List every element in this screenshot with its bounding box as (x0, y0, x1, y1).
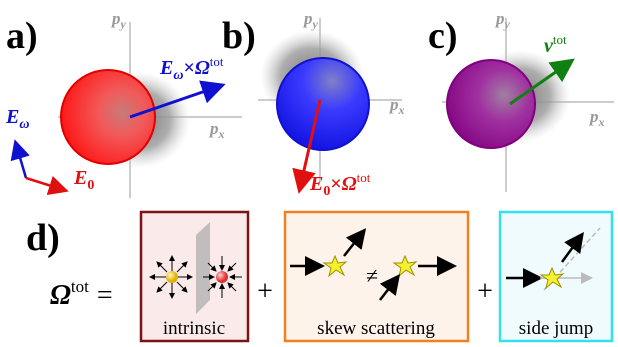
axis-label: py (302, 9, 319, 31)
text-part: tot (553, 32, 567, 47)
text-part: tot (71, 277, 89, 296)
panel-label: a) (6, 15, 38, 57)
text-part: × (183, 57, 194, 79)
text-part: y (311, 17, 319, 31)
text-part: p (208, 119, 219, 138)
vector-label: vtot (544, 32, 567, 57)
axis-label: px (208, 119, 225, 141)
text-part: p (388, 95, 399, 114)
text-part: ω (19, 117, 29, 132)
axis-label: py (110, 9, 127, 31)
plane (196, 222, 210, 314)
fermi-sphere (277, 58, 369, 150)
plus: + (477, 276, 493, 307)
axis-label: px (388, 95, 405, 117)
text-part: p (588, 107, 599, 126)
particle (166, 271, 178, 283)
panel-label: b) (222, 15, 256, 57)
text-part: x (598, 115, 605, 129)
text-part: 0 (87, 178, 94, 193)
vector-label: E0 (73, 167, 94, 193)
text-part: E (159, 57, 173, 79)
panel-b: b) py px E0×Ωtot (222, 9, 405, 199)
text-part: p (494, 9, 505, 28)
text-part: x (218, 127, 225, 141)
not-equal: ≠ (366, 263, 378, 288)
text-part: × (330, 173, 341, 195)
term-caption: intrinsic (163, 318, 225, 339)
plus: + (257, 276, 273, 307)
term-caption: side jump (519, 318, 593, 339)
panel-label: d) (26, 217, 60, 259)
text-part: p (302, 9, 313, 28)
arrow (16, 144, 26, 178)
vector-label: E0×Ωtot (309, 170, 371, 199)
arrow (26, 178, 64, 190)
text-part: 0 (323, 184, 330, 199)
axis-label: px (588, 107, 605, 129)
text-part: x (398, 103, 405, 117)
text-part: y (503, 17, 511, 31)
fermi-sphere (61, 70, 155, 164)
text-part: Ω (342, 173, 357, 195)
vector-label: Eω (5, 106, 29, 132)
text-part: E (5, 106, 19, 128)
equation-lhs: Ωtot = (50, 277, 113, 311)
text-part: E (73, 167, 87, 189)
figure: a) py px Eω×Ωtot Eω E0 b) py px E0×Ωtot … (0, 0, 618, 347)
text-part: E (309, 173, 323, 195)
text-part: ω (173, 68, 183, 83)
panel-a: a) py px Eω×Ωtot Eω E0 (5, 9, 242, 198)
particle (216, 271, 228, 283)
fermi-sphere (447, 60, 535, 148)
text-part: p (110, 9, 121, 28)
text-part: Ω (195, 57, 210, 79)
axis-label: py (494, 9, 511, 31)
vector-label: Eω×Ωtot (159, 54, 224, 83)
term-caption: skew scattering (317, 318, 435, 339)
text-part: y (119, 17, 127, 31)
panel-label: c) (428, 15, 458, 57)
panel-c: c) py px vtot (428, 9, 614, 192)
text-part: = (97, 280, 113, 311)
text-part: tot (357, 170, 371, 185)
panel-d: d) Ωtot = intrinsic + ≠ skew scattering +… (26, 212, 612, 341)
text-part: Ω (50, 280, 71, 311)
